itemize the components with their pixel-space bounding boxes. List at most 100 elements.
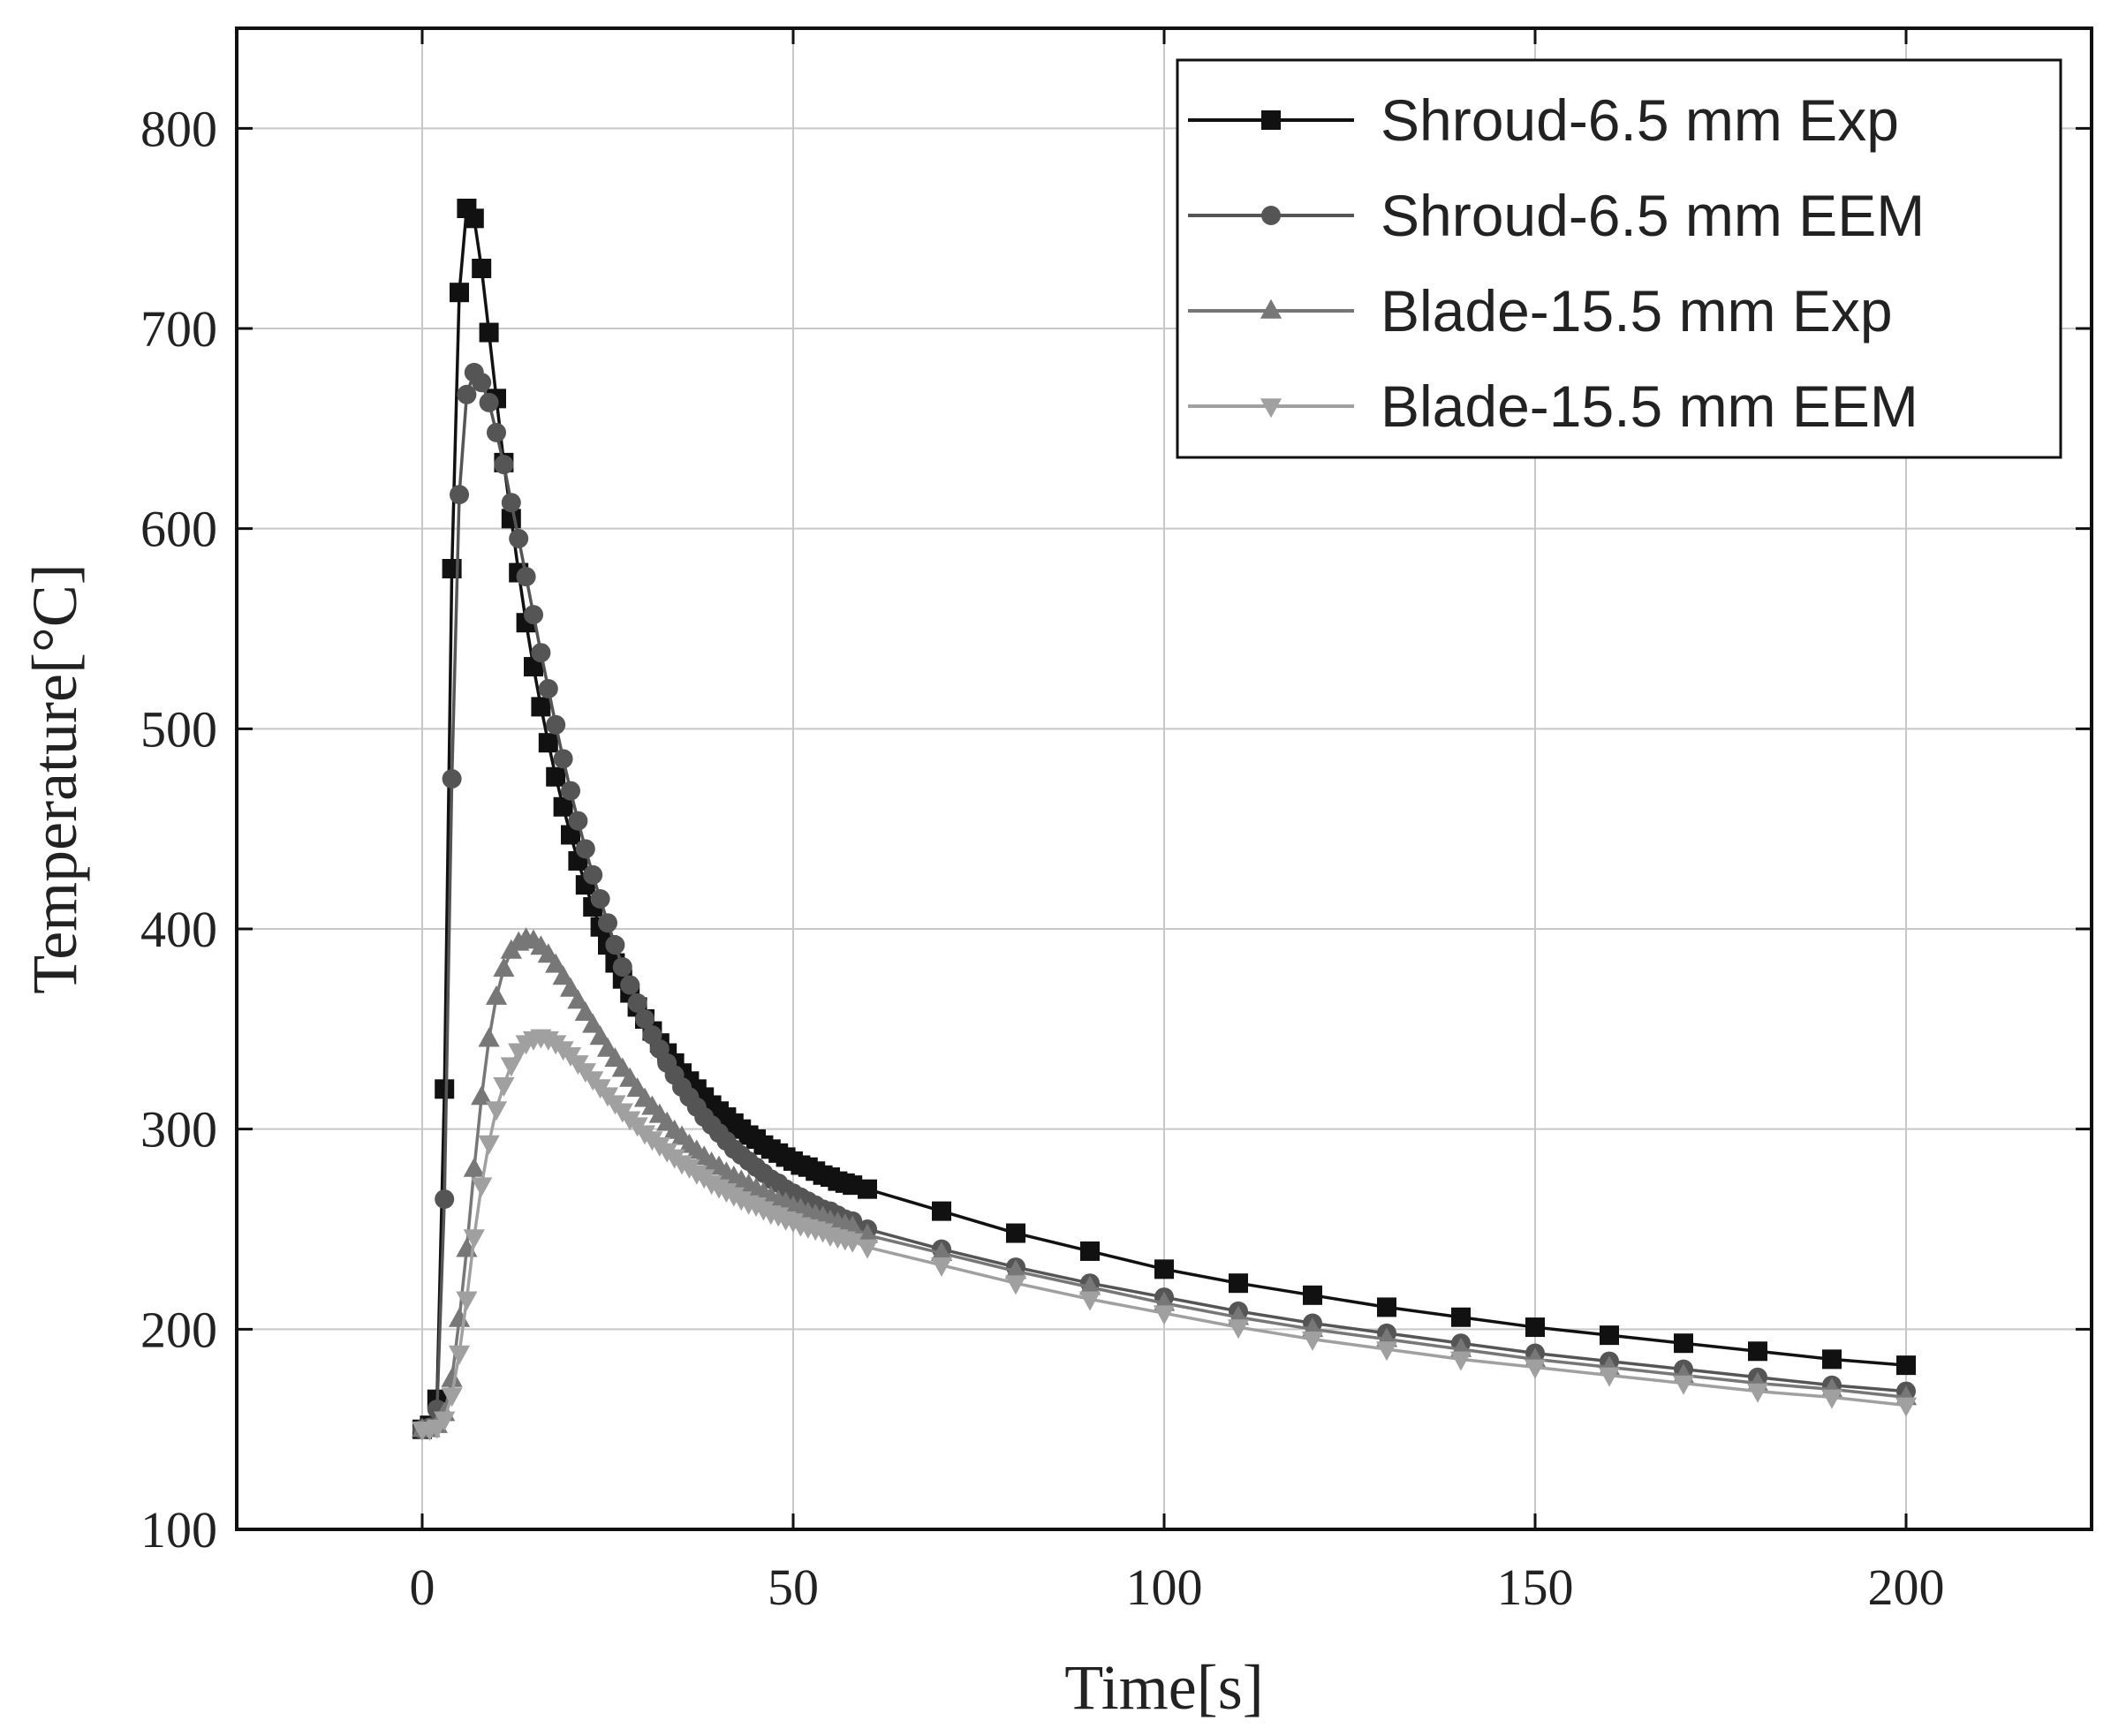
data-point-square — [1674, 1333, 1693, 1354]
data-point-triangle-down — [930, 1257, 953, 1277]
data-point-triangle-down — [434, 1411, 456, 1431]
data-point-square — [531, 697, 551, 717]
legend-item: Blade-15.5 mm Exp — [1188, 278, 1893, 343]
data-point-triangle-down — [500, 1057, 522, 1077]
data-point-circle — [627, 993, 647, 1013]
data-point-square — [1229, 1273, 1248, 1294]
x-tick-label: 200 — [1868, 1559, 1945, 1616]
data-point-triangle-down — [1301, 1331, 1324, 1351]
data-point-triangle-up — [589, 1025, 611, 1045]
data-point-circle — [612, 957, 632, 977]
data-point-triangle-down — [1153, 1305, 1176, 1325]
data-point-triangle-down — [1524, 1359, 1547, 1379]
legend-box — [1176, 58, 2062, 459]
data-point-circle — [450, 485, 469, 505]
data-point-circle — [583, 864, 603, 885]
data-point-triangle-down — [493, 1077, 515, 1097]
data-point-triangle-down — [441, 1387, 463, 1408]
data-point-triangle-down — [1449, 1351, 1472, 1371]
data-point-circle — [524, 605, 543, 625]
data-point-circle — [635, 1009, 654, 1029]
data-point-triangle-down — [1895, 1397, 1918, 1417]
y-tick-labels: 100 200 300 400 500 600 700 800 — [140, 100, 217, 1559]
data-point-triangle-up — [1004, 1259, 1027, 1279]
y-tick-label: 400 — [140, 901, 217, 958]
data-point-square — [1006, 1223, 1025, 1243]
data-point-circle — [605, 935, 625, 955]
data-point-square — [1748, 1341, 1767, 1362]
y-tick-label: 300 — [140, 1101, 217, 1159]
data-point-triangle-up — [463, 1157, 485, 1177]
data-point-circle — [575, 839, 595, 859]
x-tick-label: 100 — [1126, 1559, 1203, 1616]
series-layer — [411, 199, 1918, 1441]
data-point-circle — [568, 811, 588, 831]
data-point-triangle-up — [485, 985, 508, 1005]
data-point-square — [450, 283, 469, 303]
data-point-circle — [435, 1189, 455, 1209]
data-point-circle — [516, 567, 536, 587]
data-point-triangle-up — [856, 1223, 879, 1243]
data-point-triangle-down — [1598, 1367, 1621, 1387]
data-point-circle — [442, 769, 462, 789]
data-point-square — [1451, 1307, 1471, 1327]
data-point-triangle-up — [493, 957, 515, 977]
data-point-square — [1896, 1355, 1916, 1376]
series-square — [412, 199, 1916, 1439]
legend-label: Blade-15.5 mm EEM — [1381, 374, 1918, 439]
data-point-square — [464, 208, 484, 229]
x-tick-labels: 0 50 100 150 200 — [410, 1559, 1945, 1616]
y-tick-label: 500 — [140, 700, 217, 758]
data-point-square — [435, 1079, 455, 1099]
data-point-square — [843, 1175, 863, 1196]
data-point-square — [1080, 1241, 1100, 1261]
data-point-triangle-up — [930, 1242, 953, 1261]
data-point-circle — [590, 889, 610, 909]
data-point-square — [472, 259, 492, 278]
data-point-square — [1303, 1285, 1322, 1305]
data-point-square — [479, 322, 499, 343]
data-point-square — [546, 766, 566, 787]
data-point-triangle-down — [842, 1233, 864, 1253]
legend: Shroud-6.5 mm Exp Shroud-6.5 mm EEM Blade-… — [1176, 58, 2062, 459]
data-point-triangle-up — [1078, 1275, 1101, 1295]
data-point-triangle-down — [1672, 1375, 1695, 1395]
y-tick-label: 700 — [140, 300, 217, 358]
data-point-circle — [531, 643, 551, 663]
legend-label: Shroud-6.5 mm EEM — [1381, 183, 1925, 248]
y-tick-label: 200 — [140, 1301, 217, 1358]
data-point-triangle-up — [478, 1027, 500, 1047]
y-tick-label: 800 — [140, 100, 217, 157]
data-point-square — [1154, 1259, 1174, 1279]
data-point-square — [1600, 1325, 1619, 1346]
data-point-triangle-up — [441, 1367, 463, 1387]
data-point-square — [538, 733, 558, 753]
data-point-triangle-down — [1260, 398, 1282, 419]
data-point-triangle-up — [1260, 298, 1282, 319]
y-axis-title: Temperature[°C] — [19, 563, 90, 994]
data-point-triangle-down — [1078, 1291, 1101, 1311]
data-point-circle — [561, 781, 580, 801]
legend-item: Shroud-6.5 mm Exp — [1188, 87, 1899, 153]
data-point-triangle-up — [582, 1013, 604, 1033]
data-point-circle — [479, 392, 499, 412]
data-point-circle — [509, 529, 529, 548]
data-point-triangle-down — [485, 1101, 508, 1121]
data-point-square — [1822, 1349, 1842, 1370]
x-tick-label: 50 — [768, 1559, 819, 1616]
data-point-triangle-up — [559, 977, 582, 997]
data-point-triangle-up — [574, 1001, 596, 1021]
data-point-square — [1377, 1297, 1396, 1317]
legend-label: Shroud-6.5 mm Exp — [1381, 87, 1899, 153]
data-point-circle — [620, 975, 640, 995]
x-tick-label: 150 — [1497, 1559, 1574, 1616]
legend-label: Blade-15.5 mm Exp — [1381, 278, 1893, 343]
data-point-triangle-down — [1746, 1383, 1769, 1403]
x-axis-title: Time[s] — [1064, 1652, 1263, 1723]
data-point-triangle-down — [1004, 1275, 1027, 1295]
data-point-circle — [546, 714, 566, 735]
data-point-circle — [501, 493, 521, 513]
data-point-circle — [457, 384, 477, 404]
y-tick-label: 100 — [140, 1501, 217, 1559]
